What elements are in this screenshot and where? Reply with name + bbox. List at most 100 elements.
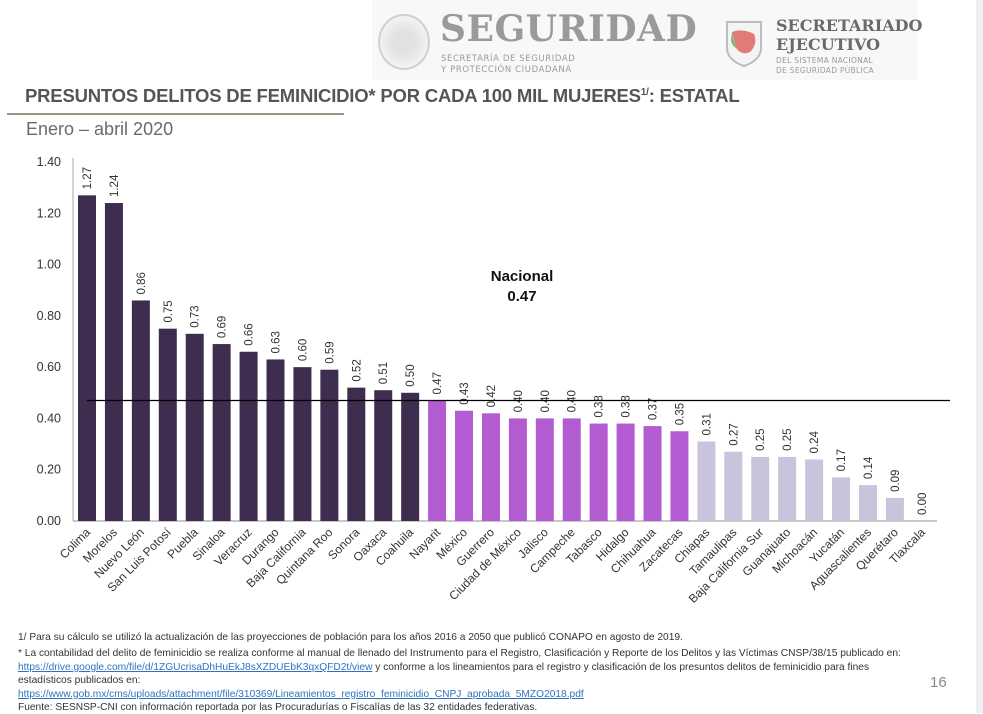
bar-chart: 0.000.200.400.600.801.001.201.401.27Coli…	[37, 155, 950, 606]
bar-value-label: 1.27	[82, 167, 94, 189]
bar	[616, 423, 635, 521]
title-main: PRESUNTOS DELITOS DE FEMINICIDIO* POR CA…	[25, 85, 641, 106]
bar-value-label: 0.52	[351, 359, 363, 381]
secretariado-sub-line1: DEL SISTEMA NACIONAL	[776, 56, 873, 65]
bar	[562, 418, 581, 521]
bar-value-label: 0.66	[244, 323, 256, 345]
bar-value-label: 0.14	[863, 456, 875, 479]
bar-value-label: 0.69	[217, 316, 229, 338]
secretariado-title-line2: EJECUTIVO	[776, 35, 881, 54]
bar	[401, 392, 420, 521]
footnote-source: Fuente: SESNSP-CNI con información repor…	[18, 702, 538, 714]
bar	[508, 418, 527, 521]
bar-value-label: 0.27	[728, 423, 740, 445]
bar-value-label: 0.00	[917, 493, 929, 515]
bar	[481, 413, 500, 521]
bar-value-label: 0.63	[271, 331, 283, 353]
bar	[751, 456, 770, 521]
secretariado-logo-subtitle: DEL SISTEMA NACIONAL DE SEGURIDAD PÚBLIC…	[776, 56, 874, 76]
title-end: : ESTATAL	[648, 85, 740, 106]
footnote-link-lineamientos[interactable]: https://www.gob.mx/cms/uploads/attachmen…	[18, 688, 584, 700]
nacional-label: Nacional	[491, 268, 554, 285]
bar	[778, 456, 797, 521]
bar	[293, 367, 312, 521]
bar-value-label: 0.25	[755, 429, 767, 451]
bar	[670, 431, 689, 521]
y-tick-label: 0.60	[37, 360, 61, 374]
y-tick-label: 1.00	[37, 258, 61, 272]
bar-value-label: 0.60	[297, 339, 309, 361]
bar-value-label: 0.43	[459, 382, 471, 404]
bar-value-label: 0.75	[163, 300, 175, 322]
bar	[643, 426, 662, 521]
footnote-2-text-b: y conforme a los lineamientos para el re…	[18, 661, 870, 687]
bar	[78, 195, 96, 522]
seguridad-logo-subtitle: SECRETARÍA DE SEGURIDAD Y PROTECCIÓN CIU…	[441, 54, 575, 76]
page-subtitle: Enero – abril 2020	[26, 119, 174, 139]
bar	[239, 351, 258, 521]
bar	[131, 300, 150, 521]
national-seal-icon	[378, 14, 430, 70]
bar-value-label: 0.73	[190, 305, 202, 327]
y-tick-label: 1.40	[37, 155, 61, 169]
bar	[697, 441, 716, 521]
bar	[535, 418, 554, 521]
bar-value-label: 0.35	[674, 403, 686, 425]
bar	[832, 477, 851, 521]
secretariado-logo-title: SECRETARIADO EJECUTIVO	[776, 16, 922, 54]
bar-value-label: 0.47	[432, 372, 444, 394]
bar	[589, 423, 608, 521]
bar	[805, 459, 824, 521]
bar	[266, 359, 285, 521]
bar-value-label: 0.09	[890, 470, 902, 492]
y-tick-label: 1.20	[37, 206, 61, 220]
y-tick-label: 0.80	[37, 309, 61, 323]
bar	[885, 497, 904, 521]
nacional-value-label: 0.47	[507, 288, 536, 305]
bar-value-label: 0.59	[324, 341, 336, 363]
bar	[347, 387, 366, 521]
header-logos	[372, 0, 918, 80]
footnote-2-text-a: * La contabilidad del delito de feminici…	[18, 648, 901, 660]
bar	[428, 400, 447, 521]
seguridad-sub-line2: Y PROTECCIÓN CIUDADANA	[441, 65, 572, 75]
title-underline	[7, 113, 344, 115]
bar-value-label: 0.40	[567, 390, 579, 412]
bar	[455, 410, 474, 521]
bar	[212, 344, 231, 521]
bar-value-label: 0.37	[648, 398, 660, 420]
secretariado-shield-icon	[726, 21, 762, 68]
bar	[158, 328, 177, 521]
bar-value-label: 0.40	[513, 390, 525, 412]
bar	[374, 390, 393, 521]
y-tick-label: 0.00	[37, 514, 61, 528]
bar-value-label: 0.31	[701, 413, 713, 435]
footnote-link-manual[interactable]: https://drive.google.com/file/d/1ZGUcris…	[18, 661, 373, 673]
footnote-1: 1/ Para su cálculo se utilizó la actuali…	[18, 632, 683, 643]
title-superscript: 1/	[640, 86, 649, 98]
bar-value-label: 0.50	[405, 364, 417, 386]
bar-value-label: 0.40	[540, 390, 552, 412]
bar	[104, 203, 123, 521]
footnotes: 1/ Para su cálculo se utilizó la actuali…	[18, 631, 918, 714]
bar-value-label: 0.51	[378, 362, 390, 384]
bar-value-label: 1.24	[109, 174, 121, 197]
y-tick-label: 0.20	[37, 463, 61, 477]
page-title: PRESUNTOS DELITOS DE FEMINICIDIO* POR CA…	[25, 85, 740, 107]
bar-value-label: 0.42	[486, 385, 498, 407]
bar-value-label: 0.25	[782, 429, 794, 451]
bar-value-label: 0.86	[136, 272, 148, 294]
footnote-2: * La contabilidad del delito de feminici…	[18, 647, 918, 701]
bar-value-label: 0.38	[621, 395, 633, 417]
secretariado-sub-line2: DE SEGURIDAD PÚBLICA	[776, 66, 874, 75]
seguridad-sub-line1: SECRETARÍA DE SEGURIDAD	[441, 54, 576, 64]
bar-value-label: 0.24	[809, 430, 821, 453]
secretariado-title-line1: SECRETARIADO	[776, 16, 923, 35]
seguridad-logo-title: SEGURIDAD	[440, 8, 698, 50]
right-edge-strip	[976, 0, 983, 713]
y-tick-label: 0.40	[37, 411, 61, 425]
bar	[320, 369, 339, 521]
page-number: 16	[930, 674, 947, 691]
bar	[724, 451, 743, 521]
bar	[858, 485, 877, 521]
